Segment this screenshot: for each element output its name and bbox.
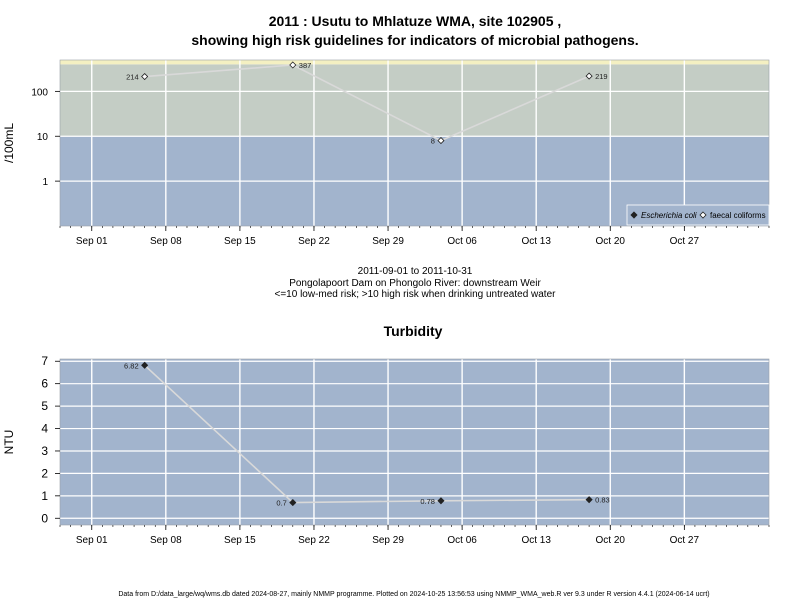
x-tick-label: Oct 27 [670, 236, 700, 247]
chart2-title: Turbidity [384, 323, 443, 339]
x-tick-label: Oct 13 [521, 535, 551, 546]
plot-border [59, 59, 770, 227]
data-label: 0.78 [420, 497, 435, 506]
data-label: 8 [431, 137, 435, 146]
chart1-risk-note: <=10 low-med risk; >10 high risk when dr… [275, 289, 557, 300]
y-tick-label: 3 [41, 444, 48, 458]
x-tick-label: Oct 27 [670, 535, 700, 546]
x-tick-label: Sep 15 [224, 535, 256, 546]
y-tick-label: 0 [41, 511, 48, 525]
chart2-x-axis: Sep 01 Sep 08 Sep 15 Sep 22 Sep 29 Oct 06 Oct … [59, 525, 770, 546]
chart1-x-axis: Sep 01 Sep 08 Sep 15 Sep 22 Sep 29 Oct 06 Oct … [59, 226, 770, 247]
x-tick-label: Sep 08 [150, 236, 182, 247]
guideline-band-2 [60, 60, 769, 65]
chart1-date-range: 2011-09-01 to 2011-10-31 [358, 266, 473, 277]
data-point [437, 137, 445, 145]
y-tick-label: 6 [41, 377, 48, 391]
data-label: 6.82 [124, 361, 139, 370]
data-label: 387 [299, 61, 312, 70]
legend-label-escherichia-coli: Escherichia coli [641, 211, 697, 220]
series-line [144, 64, 590, 142]
y-tick-label: 1 [41, 489, 48, 503]
series-line [144, 364, 590, 504]
data-point [141, 72, 149, 81]
chart1-subtitle: showing high risk guidelines for indicat… [191, 32, 638, 48]
chart1-title: 2011 : Usutu to Mhlatuze WMA, site 10290… [269, 13, 562, 29]
data-label: 219 [595, 72, 608, 81]
data-point [585, 72, 593, 80]
x-tick-label: Sep 29 [372, 535, 404, 546]
data-point [289, 499, 297, 507]
chart2-plot-area: 6.82 0.7 0.78 0.83 [59, 358, 770, 526]
y-tick-label: 10 [37, 132, 49, 143]
legend-marker-escherichia-coli [630, 211, 638, 219]
y-tick-label: 5 [41, 399, 48, 413]
chart1-y-label: /100mL [2, 123, 16, 163]
legend-label-faecal-coliforms: faecal coliforms [710, 211, 766, 220]
data-label: 214 [126, 73, 139, 82]
legend-box [626, 204, 770, 226]
y-tick-label: 100 [31, 87, 48, 98]
x-tick-label: Oct 20 [596, 236, 626, 247]
x-tick-label: Sep 22 [298, 236, 330, 247]
data-point [141, 361, 149, 369]
y-tick-label: 1 [42, 177, 48, 188]
x-tick-label: Oct 13 [521, 236, 551, 247]
legend-marker-faecal-coliforms [699, 211, 707, 219]
y-tick-label: 2 [41, 466, 48, 480]
footer-note: Data from D:/data_large/wq/wms.db dated … [118, 591, 709, 598]
x-tick-label: Oct 20 [596, 535, 626, 546]
data-point [437, 497, 445, 505]
x-tick-label: Sep 01 [76, 236, 108, 247]
chart1-plot-area: 214 387 8 219 [59, 59, 770, 227]
y-tick-label: 4 [41, 422, 48, 436]
guideline-band-1 [60, 64, 769, 137]
x-tick-label: Sep 29 [372, 236, 404, 247]
data-label: 0.7 [276, 499, 286, 508]
x-tick-label: Oct 06 [447, 236, 477, 247]
data-point [585, 496, 593, 504]
x-tick-label: Sep 15 [224, 236, 256, 247]
data-label: 0.83 [595, 496, 610, 505]
x-tick-label: Sep 01 [76, 535, 108, 546]
chart2-y-axis: 0 1 2 3 4 5 6 7 [41, 354, 60, 525]
plot-background [60, 359, 769, 525]
chart2-y-label: NTU [2, 430, 16, 455]
data-point [289, 61, 297, 69]
x-tick-label: Sep 08 [150, 535, 182, 546]
x-tick-label: Sep 22 [298, 535, 330, 546]
chart1-y-axis: 1 10 100 [31, 87, 60, 188]
chart1-legend: Escherichia coli faecal coliforms [626, 204, 770, 226]
y-tick-label: 7 [41, 354, 48, 368]
x-tick-label: Oct 06 [447, 535, 477, 546]
plot-border [59, 358, 770, 526]
chart1-site-description: Pongolapoort Dam on Phongolo River: down… [289, 278, 541, 289]
